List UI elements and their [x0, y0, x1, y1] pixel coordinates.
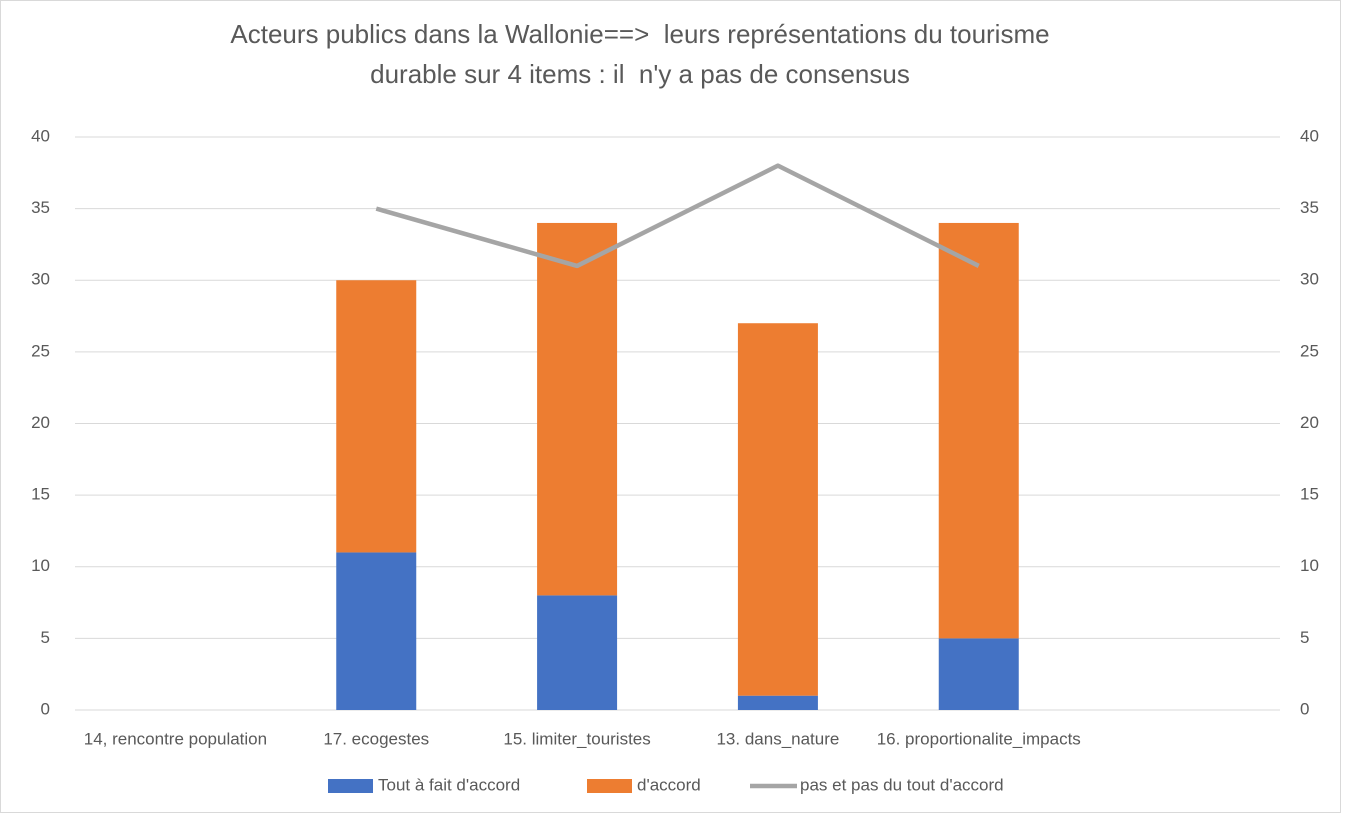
x-tick-label: 15. limiter_touristes	[503, 729, 650, 748]
x-tick-label: 16. proportionalite_impacts	[877, 729, 1081, 748]
bar	[938, 638, 1019, 710]
y2-tick-label: 40	[1300, 126, 1319, 145]
bar	[336, 552, 417, 710]
bar	[737, 323, 818, 696]
y-tick-label: 0	[41, 699, 50, 718]
legend-label: Tout à fait d'accord	[378, 775, 520, 794]
legend-label: d'accord	[637, 775, 701, 794]
legend-swatch	[328, 779, 373, 793]
y2-tick-label: 35	[1300, 198, 1319, 217]
y-tick-label: 15	[31, 485, 50, 504]
x-tick-label: 17. ecogestes	[323, 729, 429, 748]
y-tick-label: 20	[31, 413, 50, 432]
y-tick-label: 30	[31, 270, 50, 289]
y-tick-label: 25	[31, 341, 50, 360]
y2-tick-label: 0	[1300, 699, 1309, 718]
chart-title: durable sur 4 items : il n'y a pas de co…	[370, 59, 910, 89]
y2-tick-label: 30	[1300, 270, 1319, 289]
bar	[537, 595, 618, 710]
bar	[938, 222, 1019, 639]
bar	[336, 280, 417, 553]
line	[375, 163, 980, 269]
legend-label: pas et pas du tout d'accord	[800, 775, 1004, 794]
chart-title: Acteurs publics dans la Wallonie==> leur…	[230, 19, 1049, 49]
y2-tick-label: 5	[1300, 628, 1309, 647]
bar	[537, 222, 618, 596]
y-tick-label: 10	[31, 556, 50, 575]
x-tick-label: 14, rencontre population	[84, 729, 267, 748]
bar	[737, 695, 818, 710]
y2-tick-label: 20	[1300, 413, 1319, 432]
y-tick-label: 40	[31, 126, 50, 145]
y2-tick-label: 25	[1300, 341, 1319, 360]
y-tick-label: 5	[41, 628, 50, 647]
legend-swatch	[587, 779, 632, 793]
y2-tick-label: 15	[1300, 485, 1319, 504]
y-tick-label: 35	[31, 198, 50, 217]
x-tick-label: 13. dans_nature	[716, 729, 839, 748]
y2-tick-label: 10	[1300, 556, 1319, 575]
